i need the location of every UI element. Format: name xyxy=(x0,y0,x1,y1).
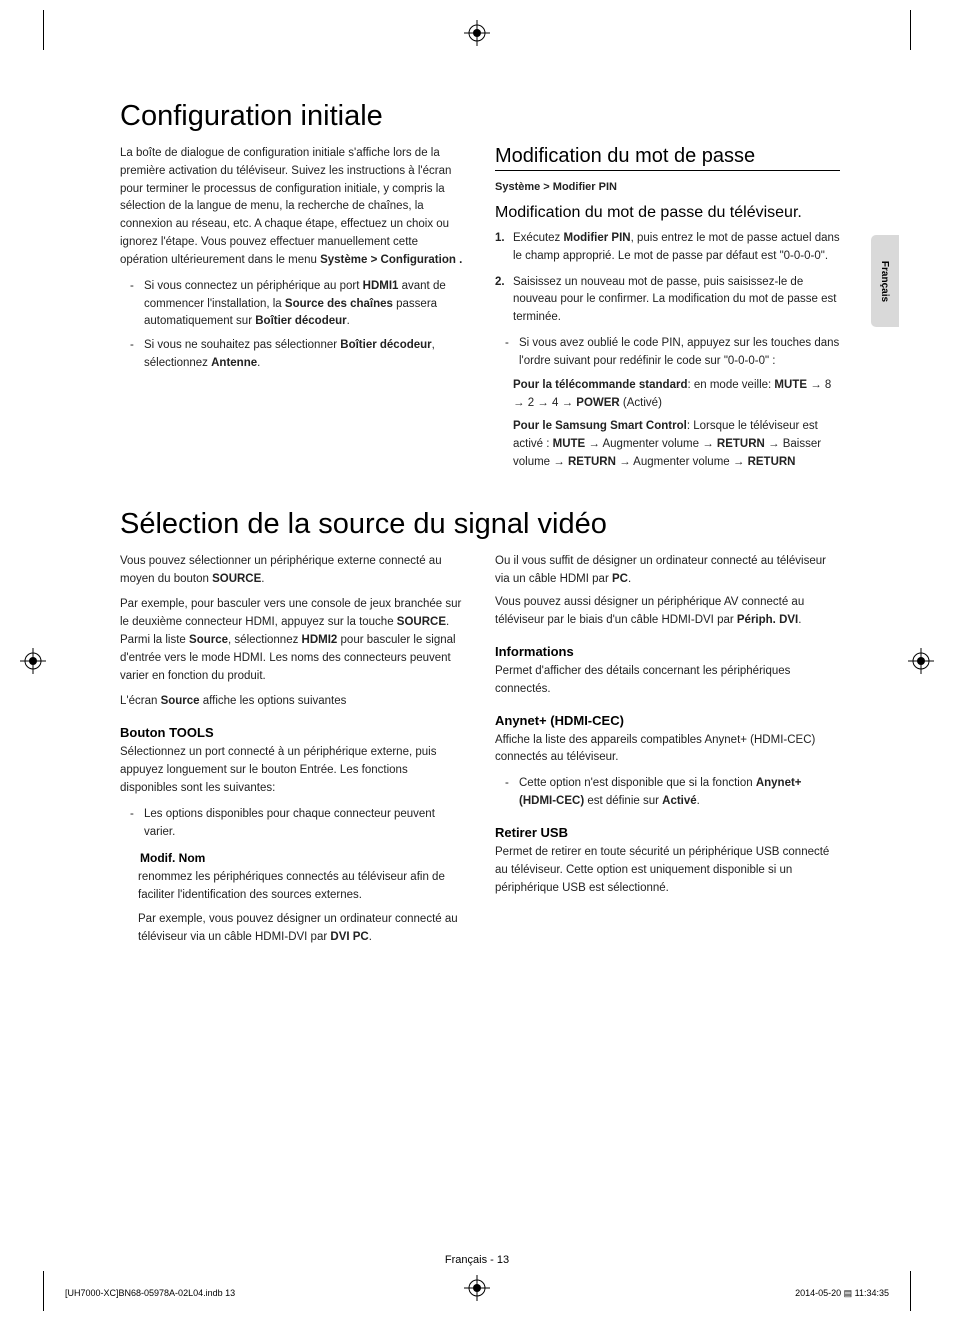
note-list: Cette option n'est disponible que si la … xyxy=(495,775,840,811)
list-item: Les options disponibles pour chaque conn… xyxy=(130,806,465,842)
note-list: Si vous avez oublié le code PIN, appuyez… xyxy=(495,335,840,371)
subsection-title: Modification du mot de passe xyxy=(495,145,840,171)
registration-mark-icon xyxy=(20,648,46,674)
body-text: Par exemple, pour basculer vers une cons… xyxy=(120,596,465,685)
crop-mark xyxy=(910,10,911,50)
body-text: Permet de retirer en toute sécurité un p… xyxy=(495,844,840,897)
intro-paragraph: La boîte de dialogue de configuration in… xyxy=(120,145,465,270)
item-heading: Modif. Nom xyxy=(120,851,465,865)
list-item: 1. Exécutez Modifier PIN, puis entrez le… xyxy=(495,230,840,266)
item-body: Ou il vous suffit de désigner un ordinat… xyxy=(495,553,840,630)
subsection-heading: Modification du mot de passe du télévise… xyxy=(495,204,840,222)
body-text: Sélectionnez un port connecté à un périp… xyxy=(120,744,465,797)
crop-mark xyxy=(43,10,44,50)
body-text: L'écran Source affiche les options suiva… xyxy=(120,693,465,711)
section-title: Configuration initiale xyxy=(120,100,840,133)
menu-path: Système > Modifier PIN xyxy=(495,179,840,196)
list-item: Si vous connectez un périphérique au por… xyxy=(130,278,465,331)
body-text: Vous pouvez sélectionner un périphérique… xyxy=(120,553,465,589)
print-timestamp: 2014-05-20 ▤ 11:34:35 xyxy=(795,1288,889,1299)
note-list: Si vous connectez un périphérique au por… xyxy=(120,278,465,373)
item-heading: Retirer USB xyxy=(495,825,840,840)
language-tab: Français xyxy=(871,235,899,327)
list-item: Si vous ne souhaitez pas sélectionner Bo… xyxy=(130,337,465,373)
right-column: Modification du mot de passe Système > M… xyxy=(495,145,840,480)
page-footer: Français - 13 xyxy=(0,1254,954,1266)
item-heading: Anynet+ (HDMI-CEC) xyxy=(495,713,840,728)
print-file: [UH7000-XC]BN68-05978A-02L04.indb 13 xyxy=(65,1288,235,1299)
right-column: Ou il vous suffit de désigner un ordinat… xyxy=(495,553,840,955)
subsection-heading: Bouton TOOLS xyxy=(120,725,465,740)
left-column: Vous pouvez sélectionner un périphérique… xyxy=(120,553,465,955)
body-text: Permet d'afficher des détails concernant… xyxy=(495,663,840,699)
crop-mark xyxy=(43,1271,44,1311)
language-tab-label: Français xyxy=(880,260,891,301)
page-content: Configuration initiale La boîte de dialo… xyxy=(120,100,840,955)
note-list: Les options disponibles pour chaque conn… xyxy=(120,806,465,842)
crop-mark xyxy=(910,1271,911,1311)
item-body: renommez les périphériques connectés au … xyxy=(120,869,465,946)
left-column: La boîte de dialogue de configuration in… xyxy=(120,145,465,480)
registration-mark-icon xyxy=(908,648,934,674)
body-text: Affiche la liste des appareils compatibl… xyxy=(495,732,840,768)
list-item: 2. Saisissez un nouveau mot de passe, pu… xyxy=(495,274,840,327)
print-info: [UH7000-XC]BN68-05978A-02L04.indb 13 201… xyxy=(65,1288,889,1299)
item-heading: Informations xyxy=(495,644,840,659)
remote-sequence: Pour la télécommande standard: en mode v… xyxy=(495,377,840,472)
section-title: Sélection de la source du signal vidéo xyxy=(120,508,840,541)
list-item: Cette option n'est disponible que si la … xyxy=(505,775,840,811)
list-item: Si vous avez oublié le code PIN, appuyez… xyxy=(505,335,840,371)
steps-list: 1. Exécutez Modifier PIN, puis entrez le… xyxy=(495,230,840,327)
registration-mark-icon xyxy=(464,20,490,46)
